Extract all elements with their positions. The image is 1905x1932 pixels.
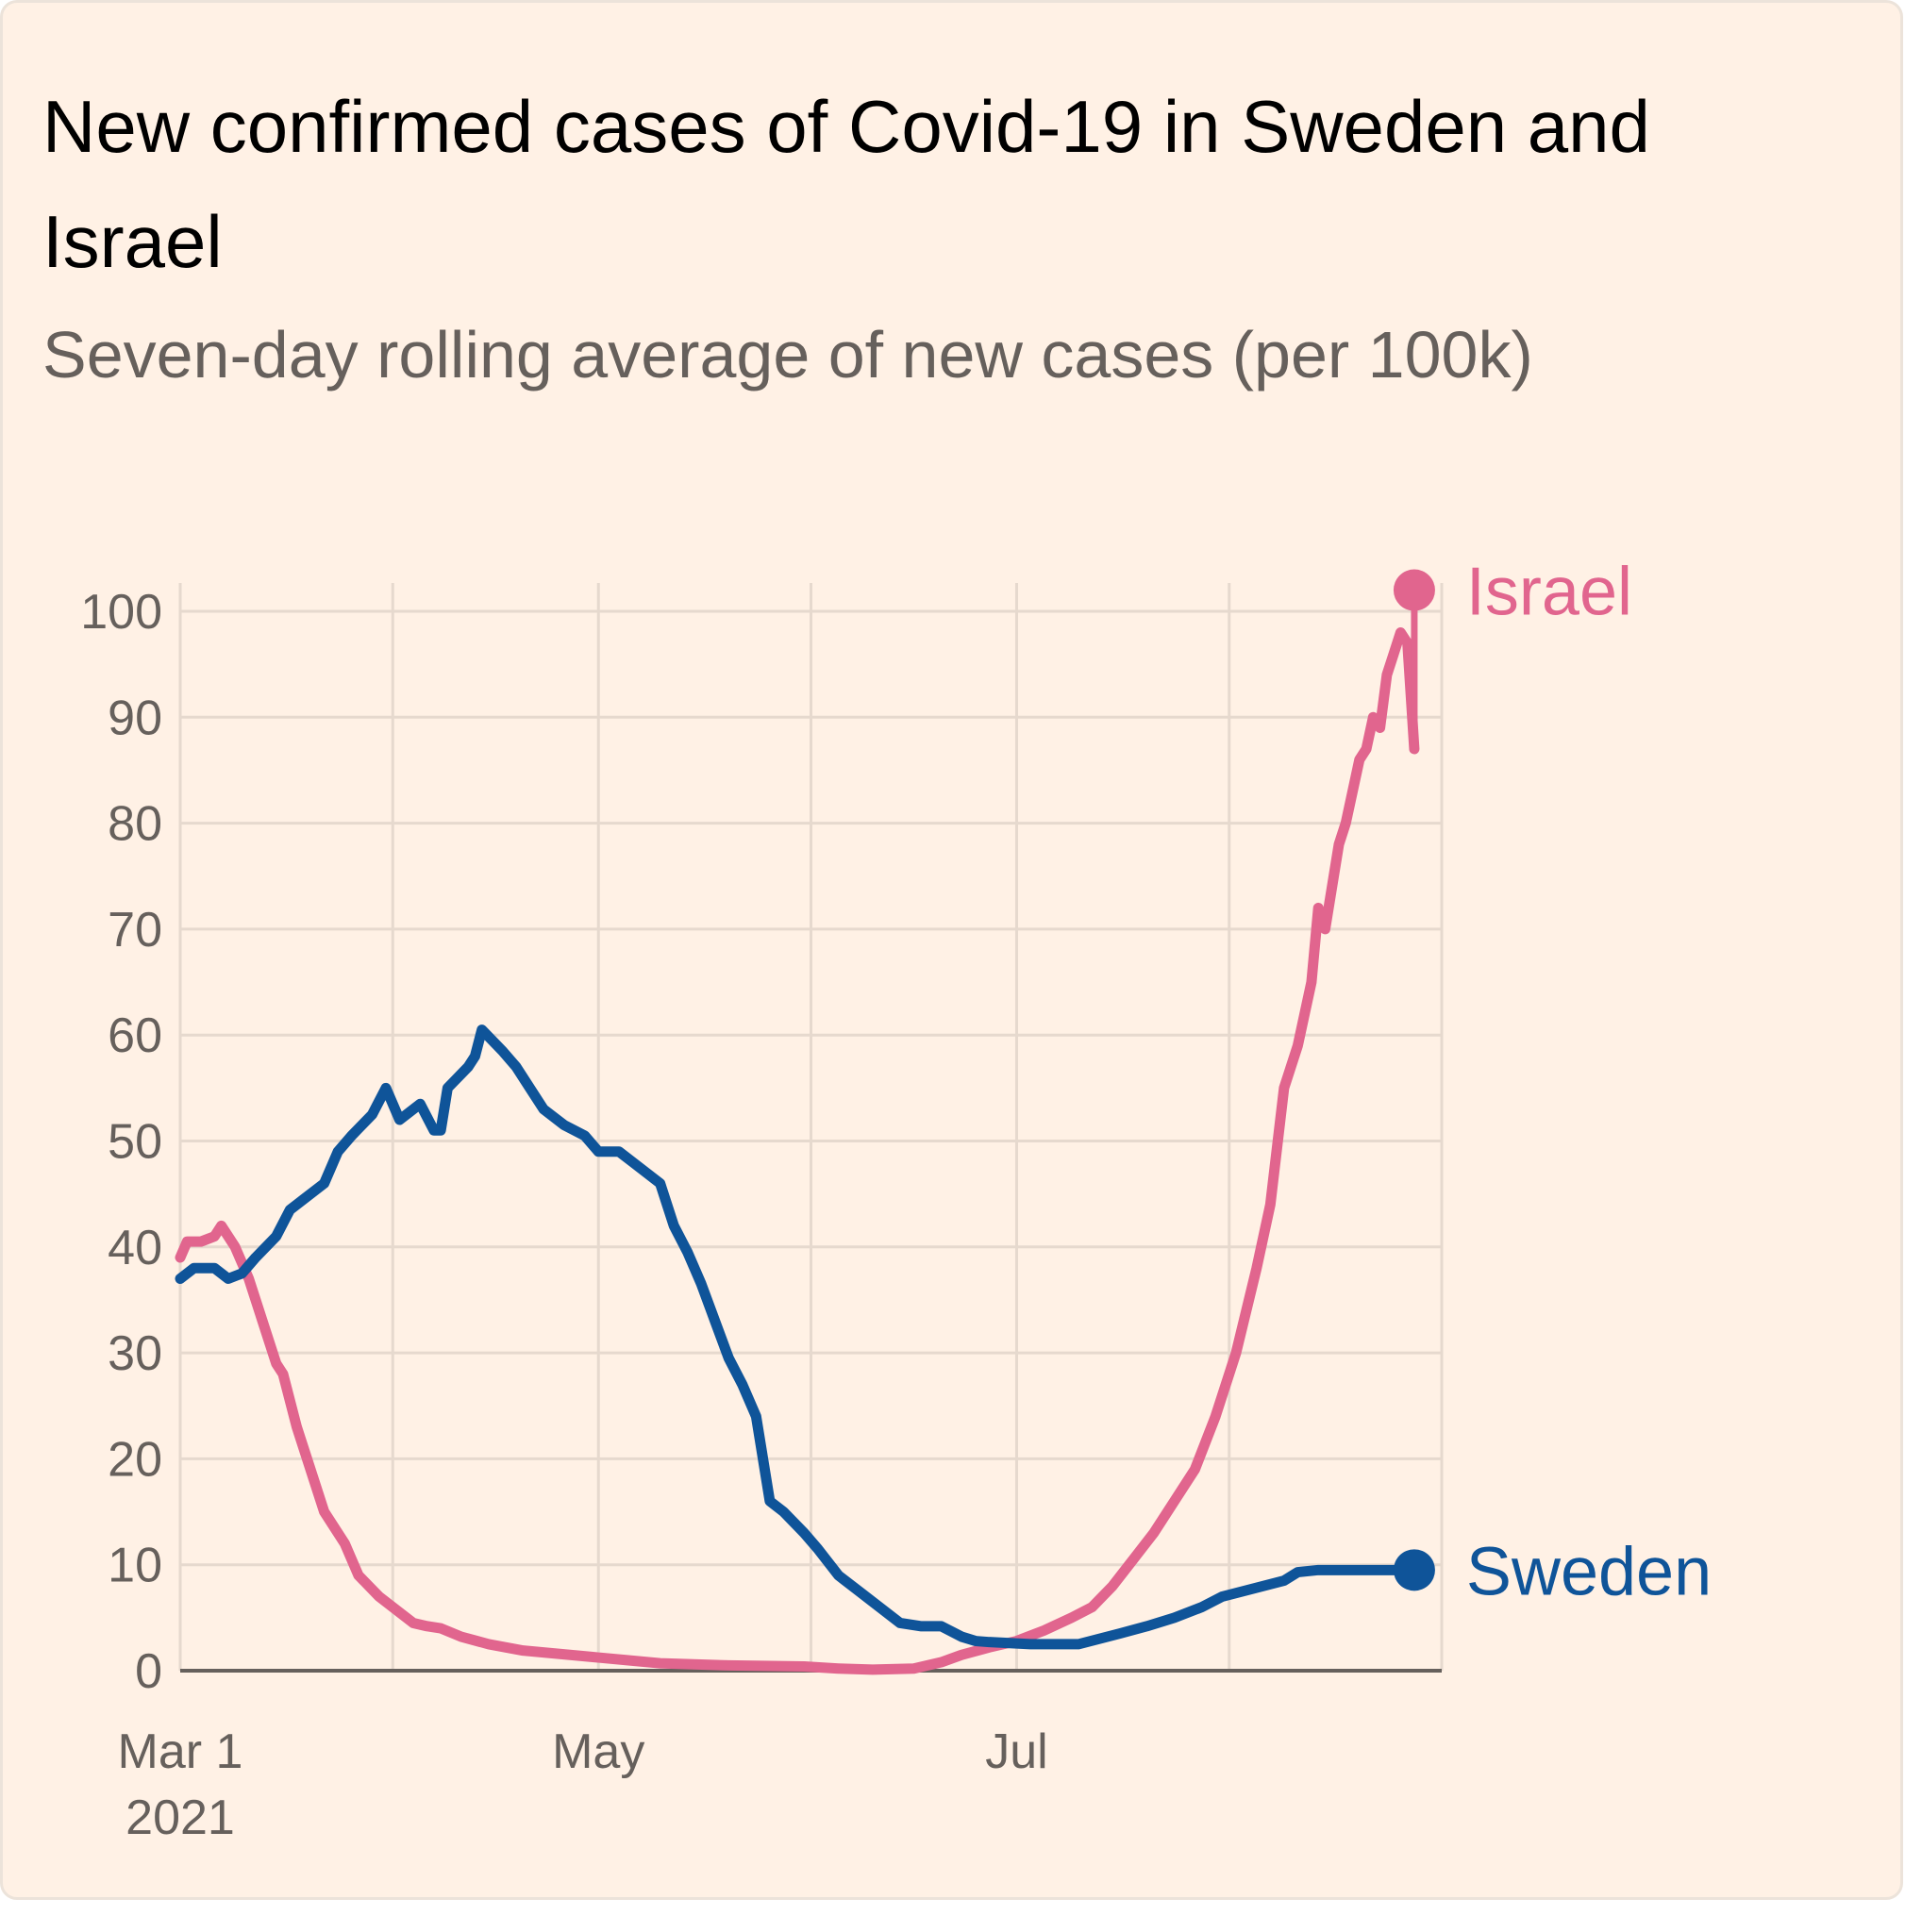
y-tick-label-60: 60: [108, 1008, 162, 1063]
y-tick-label-50: 50: [108, 1115, 162, 1170]
chart-subtitle: Seven-day rolling average of new cases (…: [42, 318, 1533, 391]
y-tick-label-30: 30: [108, 1326, 162, 1381]
sweden-series-label: Sweden: [1466, 1534, 1712, 1609]
x-tick-year-label-0: 2021: [125, 1790, 235, 1845]
x-tick-label-0: Mar 1: [118, 1724, 243, 1779]
israel-series-line: [175, 626, 1420, 1675]
y-tick-label-10: 10: [108, 1539, 162, 1593]
y-tick-label-100: 100: [80, 585, 162, 640]
israel-end-marker: [1393, 569, 1435, 611]
x-tick-label-1: May: [552, 1724, 644, 1779]
x-tick-label-2: Jul: [985, 1724, 1047, 1779]
y-tick-label-20: 20: [108, 1432, 162, 1487]
israel-series-label: Israel: [1466, 555, 1632, 630]
y-tick-label-70: 70: [108, 903, 162, 958]
y-tick-label-0: 0: [135, 1644, 162, 1699]
y-tick-label-80: 80: [108, 797, 162, 852]
sweden-end-marker: [1393, 1549, 1435, 1591]
sweden-series-line: [175, 1024, 1420, 1650]
y-tick-label-90: 90: [108, 691, 162, 745]
chart-title: New confirmed cases of Covid-19 in Swede…: [42, 85, 1650, 283]
y-tick-label-40: 40: [108, 1221, 162, 1275]
